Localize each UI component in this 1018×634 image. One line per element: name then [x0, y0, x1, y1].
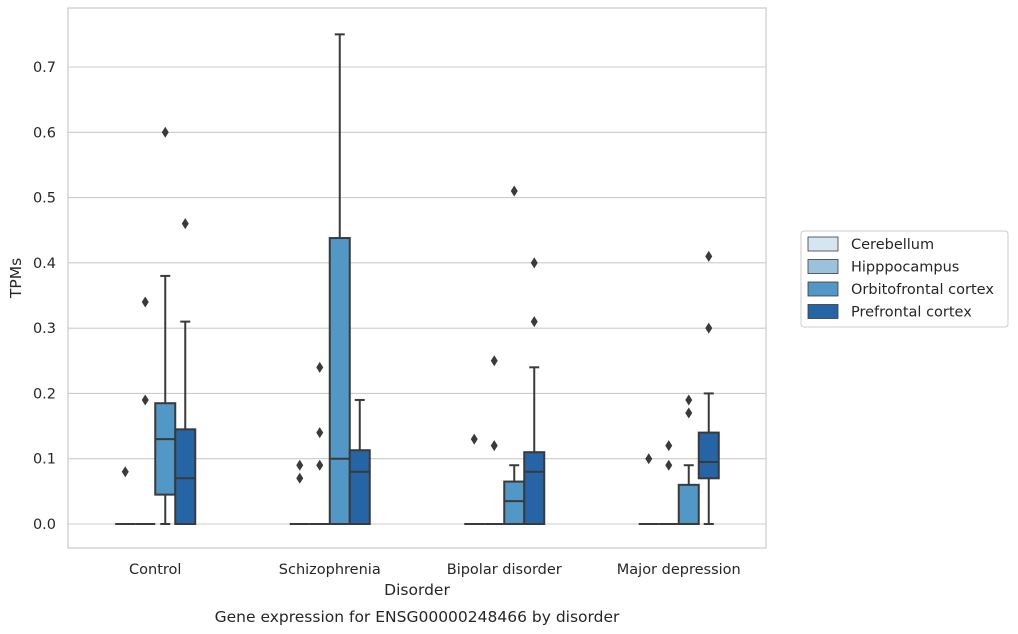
legend-frame [800, 230, 1009, 328]
legend-label: Orbitofrontal cortex [851, 282, 994, 298]
box-2-1 [328, 33, 351, 525]
outlier-point [645, 453, 653, 465]
box-0-0 [115, 466, 136, 525]
box-0-1 [289, 459, 310, 525]
box-2-2 [503, 185, 526, 526]
chart-caption: Gene expression for ENSG00000248466 by d… [215, 608, 620, 626]
plot-frame [67, 7, 767, 549]
box-0-2 [464, 433, 485, 525]
outlier-point [530, 316, 538, 328]
y-tick-label: 0.7 [33, 60, 56, 76]
box-1-1 [309, 361, 330, 525]
box-rect [154, 402, 177, 496]
box-rect [697, 431, 720, 480]
y-tick-label: 0.5 [33, 191, 56, 207]
outlier-point [530, 257, 538, 269]
outlier-point [490, 355, 498, 367]
outlier-point [685, 407, 693, 419]
box-rect [348, 449, 371, 525]
y-axis-label: TPMs [7, 258, 25, 299]
box-3-3 [697, 250, 720, 525]
outlier-point [296, 459, 304, 471]
legend-label: Cerebellum [851, 237, 934, 253]
y-tick-label: 0.4 [33, 256, 56, 272]
legend-swatch [807, 236, 839, 252]
outlier-point [141, 296, 149, 308]
outlier-point [705, 322, 713, 334]
legend-swatch [807, 304, 839, 319]
legend-label: Prefrontal cortex [851, 305, 972, 321]
x-tick-label: Bipolar disorder [447, 562, 562, 578]
outlier-point [296, 472, 304, 484]
box-layer [115, 33, 720, 526]
outlier-point [510, 185, 518, 197]
legend-label: Hipppocampus [851, 260, 959, 276]
y-tick-label: 0.3 [33, 321, 56, 337]
box-3-0 [174, 218, 197, 526]
outlier-point [141, 394, 149, 406]
box-2-3 [677, 394, 700, 526]
y-tick-label: 0.0 [33, 517, 56, 533]
box-1-0 [135, 296, 156, 525]
x-tick-label: Schizophrenia [279, 562, 381, 578]
y-tick-labels: 0.0 0.1 0.2 0.3 0.4 0.5 0.6 0.7 [33, 60, 56, 533]
x-tick-label: Major depression [617, 562, 741, 578]
outlier-point [121, 466, 129, 478]
outlier-point [316, 361, 324, 373]
legend-swatch [807, 281, 839, 297]
y-tick-label: 0.1 [33, 452, 56, 468]
box-rect [503, 480, 526, 526]
legend-swatch [807, 259, 839, 274]
box-rect [328, 237, 351, 525]
outlier-point [181, 218, 189, 230]
box-rect [523, 451, 546, 525]
outlier-point [685, 394, 693, 406]
box-rect [677, 483, 700, 526]
legend: Cerebellum Hipppocampus Orbitofrontal cort… [800, 230, 1009, 328]
box-1-3 [658, 440, 679, 525]
box-3-1 [348, 398, 371, 525]
x-axis-label: Disorder [384, 581, 450, 599]
y-tick-label: 0.6 [33, 125, 56, 141]
box-3-2 [523, 257, 546, 525]
box-0-3 [638, 453, 659, 525]
outlier-point [316, 427, 324, 439]
box-2-0 [154, 126, 177, 525]
outlier-point [665, 440, 673, 452]
y-tick-label: 0.2 [33, 386, 56, 402]
outlier-point [490, 440, 498, 452]
outlier-point [470, 433, 478, 445]
x-tick-label: Control [129, 562, 181, 578]
outlier-point [316, 459, 324, 471]
outlier-point [665, 459, 673, 471]
x-tick-labels: Control Schizophrenia Bipolar disorder Majo… [129, 562, 741, 578]
outlier-point [705, 250, 713, 262]
box-rect [174, 428, 197, 526]
box-1-2 [484, 355, 505, 525]
outlier-point [161, 126, 169, 138]
